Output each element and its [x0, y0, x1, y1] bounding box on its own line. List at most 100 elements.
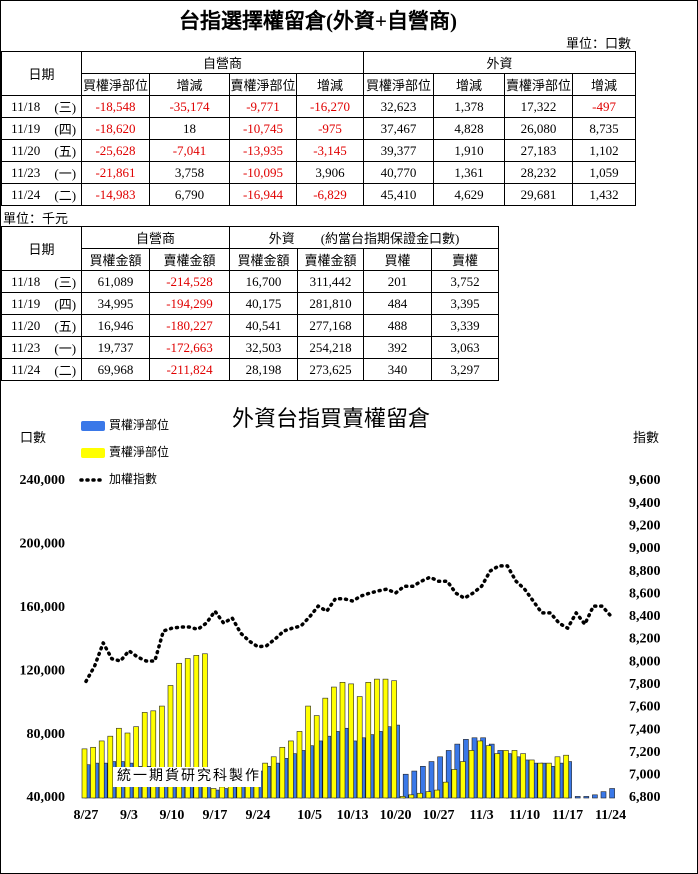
y2-tick-label: 8,800 — [629, 564, 661, 579]
bar — [356, 696, 363, 799]
cell: -180,227 — [149, 314, 231, 337]
data-row: 11/19 (四) 34,995 -194,299 40,175 281,810 484 3,… — [1, 292, 500, 315]
y2-tick-label: 7,800 — [629, 677, 661, 692]
bar — [503, 750, 509, 799]
bar — [437, 756, 443, 799]
bar — [288, 740, 294, 799]
bar — [98, 740, 105, 799]
cell: 4,629 — [433, 183, 506, 206]
x-tick-label: 11/10 — [509, 808, 540, 823]
cell: -9,771 — [229, 95, 298, 118]
bar — [90, 746, 96, 799]
bar — [159, 705, 165, 799]
y2-tick-label: 8,000 — [629, 654, 661, 669]
bar — [477, 740, 483, 799]
bar — [313, 715, 320, 799]
y-tick-label: 200,000 — [20, 537, 66, 552]
cell: 281,810 — [297, 292, 365, 315]
legend-label: 賣權淨部位 — [109, 444, 169, 459]
x-tick-label: 9/3 — [120, 808, 138, 823]
x-tick-label: 11/3 — [470, 808, 494, 823]
y-tick-label: 40,000 — [27, 790, 66, 805]
cell: -25,628 — [81, 139, 151, 162]
cell: 29,681 — [504, 183, 574, 206]
table: 日期 自營商 外資 (約當台指期保證金口數) 買權金額 賣權金額 買權金額 賣權金額 買權 賣權… — [1, 226, 500, 381]
y2-tick-label: 9,000 — [629, 541, 661, 556]
bar — [382, 678, 389, 799]
bar — [107, 735, 114, 799]
x-tick-label: 10/5 — [297, 808, 322, 823]
cell: 6,790 — [149, 183, 231, 206]
cell: -18,548 — [81, 95, 151, 118]
cell: 11/19 — [1, 292, 50, 315]
column-header: 買權金額 — [229, 248, 299, 271]
bar — [408, 794, 415, 799]
bar — [445, 750, 452, 799]
cell: (一) — [49, 336, 83, 359]
bar — [279, 746, 286, 799]
y2-tick-label: 9,200 — [629, 519, 661, 534]
cell: -6,829 — [296, 183, 365, 206]
unit-label: 單位：千元 — [3, 211, 69, 226]
y2-tick-label: 9,400 — [629, 496, 661, 511]
bar — [331, 686, 337, 799]
bar — [133, 726, 139, 799]
bar — [219, 786, 225, 799]
bar — [167, 685, 174, 799]
cell: -18,620 — [81, 117, 151, 140]
cell: -14,983 — [81, 183, 151, 206]
bar — [374, 678, 380, 799]
bar — [81, 748, 88, 799]
bar — [600, 791, 607, 799]
bar — [124, 732, 131, 799]
x-tick-label: 9/10 — [160, 808, 185, 823]
column-header: 賣權金額 — [297, 248, 365, 271]
y2-tick-label: 7,400 — [629, 722, 661, 737]
cell: (三) — [49, 95, 83, 118]
legend-label: 買權淨部位 — [109, 417, 169, 432]
bar — [442, 781, 449, 799]
bar — [574, 796, 581, 799]
y2-tick-label: 8,200 — [629, 632, 661, 647]
y2-tick-label: 8,600 — [629, 586, 661, 601]
x-tick-label: 8/27 — [74, 808, 99, 823]
y-tick-label: 80,000 — [27, 727, 66, 742]
y2-tick-label: 7,600 — [629, 700, 661, 715]
cell: 3,297 — [431, 358, 500, 381]
x-tick-label: 9/17 — [203, 808, 228, 823]
bar — [184, 658, 191, 799]
cell: 40,541 — [229, 314, 299, 337]
data-row: 11/24 (二) -14,983 6,790 -16,944 -6,829 45,410 4… — [1, 183, 637, 206]
cell: 273,625 — [297, 358, 365, 381]
bar — [520, 753, 526, 799]
bar — [546, 762, 552, 799]
bar — [485, 745, 492, 799]
bar — [554, 756, 561, 799]
bar — [563, 754, 569, 799]
cell: -10,745 — [229, 117, 298, 140]
legend-swatch — [81, 448, 105, 458]
bar — [176, 662, 182, 799]
cell: 11/20 — [1, 139, 50, 162]
x-tick-label: 11/17 — [552, 808, 583, 823]
column-header: 賣權淨部位 — [504, 73, 574, 96]
x-tick-label: 9/24 — [246, 808, 271, 823]
cell: 45,410 — [363, 183, 435, 206]
cell: 11/19 — [1, 117, 50, 140]
cell: 3,906 — [296, 161, 365, 184]
header-row: 買權金額 賣權金額 買權金額 賣權金額 買權 賣權 — [2, 248, 500, 271]
bar — [609, 788, 615, 799]
bar — [399, 796, 406, 799]
y-tick-label: 240,000 — [20, 473, 66, 488]
bar — [391, 680, 397, 799]
cell: -497 — [572, 95, 637, 118]
y2-tick-label: 8,400 — [629, 609, 661, 624]
cell: 11/24 — [1, 183, 50, 206]
cell: 1,378 — [433, 95, 506, 118]
x-tick-label: 10/20 — [380, 808, 412, 823]
cell: (一) — [49, 161, 83, 184]
data-row: 11/24 (二) 69,968 -211,824 28,198 273,625 340 3,… — [1, 358, 500, 381]
x-tick-label: 10/13 — [337, 808, 369, 823]
bar — [141, 712, 148, 799]
